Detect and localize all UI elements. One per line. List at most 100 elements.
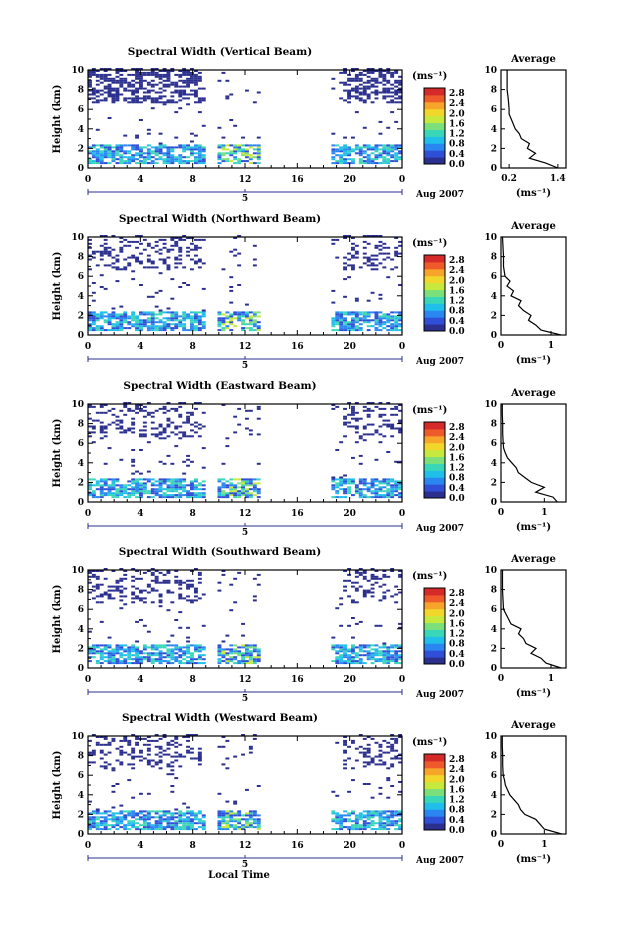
heatmap-cell <box>194 75 198 78</box>
heatmap-cell <box>347 486 351 489</box>
heatmap-cell <box>170 154 175 157</box>
heatmap-cell <box>225 315 230 318</box>
heatmap-cell <box>382 650 387 653</box>
heatmap-cell <box>197 755 202 758</box>
x-tick-label: 8 <box>190 841 196 851</box>
heatmap-cell <box>131 315 136 318</box>
heatmap-cell <box>245 152 249 155</box>
heatmap-cell <box>256 660 261 663</box>
heatmap-cell <box>358 568 363 570</box>
heatmap-cell <box>374 70 379 72</box>
heatmap-cell <box>378 71 383 74</box>
heatmap-cell <box>135 404 139 406</box>
average-y-tick-label: 6 <box>491 439 497 449</box>
heatmap-cell <box>221 820 226 823</box>
heatmap-cell <box>382 160 387 163</box>
heatmap-cell <box>217 146 222 149</box>
colorbar-swatch <box>424 422 445 430</box>
heatmap-cell <box>182 91 187 94</box>
heatmap-cell <box>190 154 194 157</box>
heatmap-cell <box>354 79 359 82</box>
heatmap-cell <box>335 486 340 489</box>
heatmap-cell <box>150 826 155 829</box>
heatmap-cell <box>146 753 151 756</box>
colorbar-swatch <box>424 157 445 165</box>
heatmap-cell <box>139 162 143 165</box>
heatmap-cell <box>162 242 167 245</box>
heatmap-cell <box>150 759 155 762</box>
colorbar-swatch <box>424 788 445 796</box>
heatmap-cell <box>252 319 257 322</box>
heatmap-cell <box>139 484 143 487</box>
heatmap-cell <box>131 421 136 424</box>
heatmap-cell <box>201 662 206 665</box>
heatmap-cell <box>248 323 253 326</box>
heatmap-cell <box>370 325 375 328</box>
heatmap-cell <box>394 81 399 84</box>
heatmap-cell <box>190 150 194 153</box>
heatmap-cell <box>142 313 147 316</box>
heatmap-cell <box>225 810 230 813</box>
heatmap-cell <box>354 822 359 825</box>
heatmap-cell <box>386 656 391 659</box>
heatmap-cell <box>378 654 383 657</box>
heatmap-cell <box>201 99 206 102</box>
heatmap-cell <box>374 77 379 80</box>
average-title: Average <box>510 554 556 565</box>
heatmap-cell <box>99 150 104 153</box>
heatmap-cell <box>197 571 202 574</box>
heatmap-cell <box>366 85 371 88</box>
heatmap-cell <box>99 658 104 661</box>
heatmap-cell <box>111 262 116 265</box>
heatmap-cell <box>354 417 359 420</box>
heatmap-cell <box>107 636 112 639</box>
heatmap-cell <box>186 736 190 738</box>
heatmap-cell <box>186 313 190 316</box>
heatmap-cell <box>123 816 128 819</box>
heatmap-cell <box>237 662 242 665</box>
heatmap-cell <box>358 148 363 151</box>
heatmap-cell <box>378 482 383 485</box>
heatmap-cell <box>88 488 92 491</box>
heatmap-cell <box>370 158 375 161</box>
heatmap-cell <box>115 158 120 161</box>
heatmap-cell <box>186 160 190 163</box>
heatmap-cell <box>162 646 167 649</box>
heatmap-cell <box>127 480 132 483</box>
heatmap-cell <box>115 816 120 819</box>
heatmap-cell <box>182 486 187 489</box>
heatmap-cell <box>135 95 139 98</box>
heatmap-cell <box>91 291 96 294</box>
heatmap-cell <box>111 597 116 600</box>
heatmap-cell <box>158 660 163 663</box>
heatmap-cell <box>217 323 222 326</box>
heatmap-cell <box>343 81 347 84</box>
heatmap-cell <box>386 126 391 129</box>
heatmap-cell <box>217 654 222 657</box>
heatmap-cell <box>135 741 139 744</box>
average-y-tick-label: 4 <box>491 459 497 469</box>
heatmap-cell <box>339 828 344 831</box>
heatmap-cell <box>186 435 190 438</box>
heatmap-cell <box>115 783 120 785</box>
heatmap-cell <box>339 656 344 659</box>
heatmap-cell <box>358 662 363 665</box>
heatmap-cell <box>107 146 112 149</box>
colorbar-tick-label: 2.0 <box>449 775 465 785</box>
heatmap-cell <box>339 650 344 653</box>
heatmap-cell <box>354 250 359 253</box>
heatmap-cell <box>378 244 383 247</box>
heatmap-cell <box>197 162 202 165</box>
heatmap-cell <box>225 437 230 440</box>
heatmap-cell <box>245 494 249 497</box>
heatmap-cell <box>386 95 391 98</box>
heatmap-cell <box>107 814 112 817</box>
heatmap-cell <box>351 160 355 163</box>
heatmap-cell <box>197 435 202 438</box>
heatmap-cell <box>115 70 120 72</box>
heatmap-cell <box>221 648 226 651</box>
heatmap-cell <box>245 317 249 320</box>
heatmap-cell <box>382 490 387 493</box>
heatmap-cell <box>386 89 391 92</box>
heatmap-cell <box>354 601 359 604</box>
